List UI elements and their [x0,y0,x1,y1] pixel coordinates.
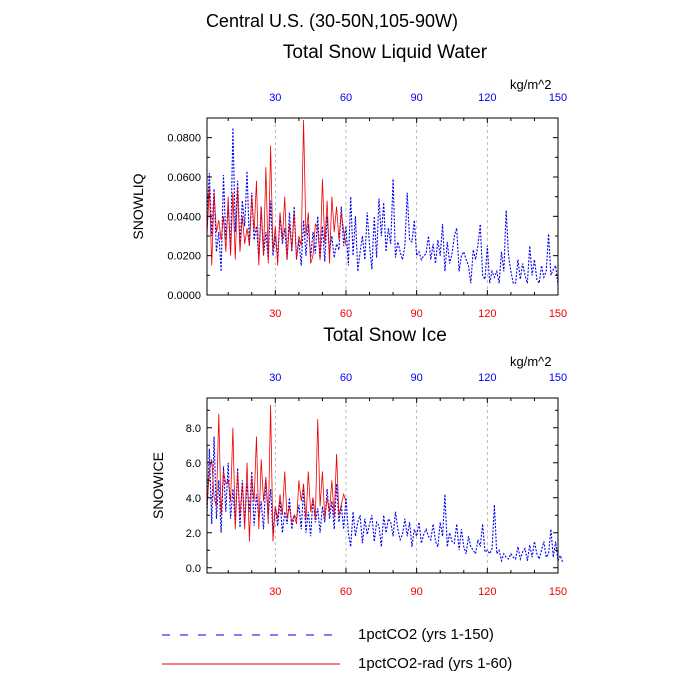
x-tick-label-top: 30 [269,372,281,384]
x-tick-label-bottom: 120 [478,308,496,320]
unit-label-snowice: kg/m^2 [510,354,552,369]
chart-title-snowice: Total Snow Ice [323,325,447,346]
y-tick-label: 0.0800 [167,133,201,145]
x-tick-label-top: 60 [340,372,352,384]
x-tick-label-top: 90 [411,92,423,104]
x-tick-label-bottom: 60 [340,586,352,598]
y-tick-label: 8.0 [186,423,201,435]
y-tick-label: 0.0600 [167,172,201,184]
y-tick-label: 0.0000 [167,290,201,302]
legend [162,634,340,665]
x-tick-label-bottom: 120 [478,586,496,598]
x-tick-label-top: 120 [478,372,496,384]
plot-frame [206,397,559,574]
x-tick-label-bottom: 60 [340,308,352,320]
snowliq-panel: 0.0000 0.0200 0.0400 0.0600 0.0800 30 30 60 60 90… [130,92,567,320]
unit-label-snowliq: kg/m^2 [510,77,552,92]
series-line-1pctco2 [206,436,564,563]
y-tick-label: 4.0 [186,493,201,505]
y-axis-label: SNOWICE [150,452,166,519]
x-tick-label-top: 150 [549,92,567,104]
y-tick-label: 0.0 [186,563,201,575]
x-tick-label-bottom: 30 [269,586,281,598]
legend-label-series2: 1pctCO2-rad (yrs 1-60) [358,655,513,672]
y-tick-label: 0.0400 [167,211,201,223]
chart-title-snowliq: Total Snow Liquid Water [282,42,488,63]
series-line-1pctco2 [206,127,559,286]
figure-title: Central U.S. (30-50N,105-90W) [205,11,459,31]
y-tick-label: 6.0 [186,458,201,470]
y-axis-label: SNOWLIQ [130,173,146,239]
x-tick-label-bottom: 150 [549,308,567,320]
series-line-1pctco2-rad [206,404,347,542]
x-tick-label-top: 90 [411,372,423,384]
x-tick-label-bottom: 30 [269,308,281,320]
x-tick-label-top: 30 [269,92,281,104]
x-tick-label-bottom: 150 [549,586,567,598]
snowice-panel: 0.0 2.0 4.0 6.0 8.0 30 30 60 60 90 90 120 120 150 150 S… [150,372,567,598]
plot-frame [206,117,559,296]
y-tick-label: 2.0 [186,528,201,540]
series-line-1pctco2-rad [206,119,347,266]
x-tick-label-top: 120 [478,92,496,104]
y-tick-label: 0.0200 [167,251,201,263]
x-tick-label-top: 150 [549,372,567,384]
x-tick-label-bottom: 90 [411,586,423,598]
legend-label-series1: 1pctCO2 (yrs 1-150) [358,626,494,643]
x-tick-label-top: 60 [340,92,352,104]
x-tick-label-bottom: 90 [411,308,423,320]
